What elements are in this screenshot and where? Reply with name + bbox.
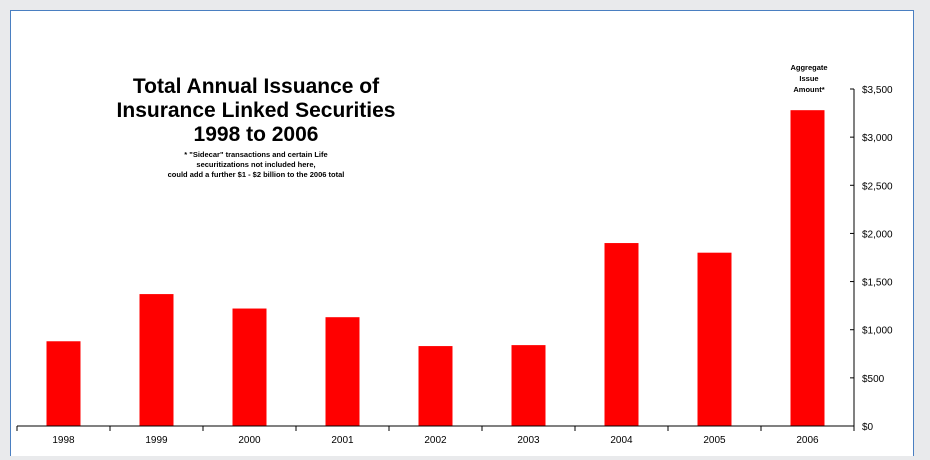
bar-2000 <box>232 308 267 426</box>
y-tick-label-500: $500 <box>862 374 885 385</box>
footnote-line-1: * "Sidecar" transactions and certain Lif… <box>184 150 327 159</box>
bar-1999 <box>139 294 174 426</box>
x-axis-tick-labels: 1998 1999 2000 2001 2002 2003 2004 2005 2006 <box>52 435 819 446</box>
chart-footnote: * "Sidecar" transactions and certain Lif… <box>168 150 345 179</box>
bar-2005 <box>697 252 732 426</box>
x-tick-label-2005: 2005 <box>703 435 726 446</box>
y-tick-label-3500: $3,500 <box>862 85 893 96</box>
y-tick-label-2000: $2,000 <box>862 229 893 240</box>
bar-2003 <box>511 345 546 426</box>
x-tick-label-2003: 2003 <box>517 435 540 446</box>
chart-svg: Total Annual Issuance of Insurance Linke… <box>16 63 893 446</box>
chart-frame: Total Annual Issuance of Insurance Linke… <box>10 10 914 456</box>
x-tick-label-2000: 2000 <box>238 435 261 446</box>
annotation-line-1: Aggregate <box>790 63 827 72</box>
chart-title-line-1: Total Annual Issuance of <box>133 75 380 98</box>
y-tick-label-0: $0 <box>862 422 874 433</box>
x-tick-label-2006: 2006 <box>796 435 819 446</box>
y-axis-tick-labels: $0 $500 $1,000 $1,500 $2,000 $2,500 $3,000 $3,5… <box>862 85 893 433</box>
x-tick-label-1998: 1998 <box>52 435 75 446</box>
bar-series <box>46 110 825 426</box>
annotation-line-3: Amount* <box>793 85 824 94</box>
chart-axes <box>16 88 855 431</box>
footnote-line-3: could add a further $1 - $2 billion to t… <box>168 170 345 179</box>
bar-1998 <box>46 341 81 426</box>
y-tick-label-3000: $3,000 <box>862 133 893 144</box>
y-tick-label-1500: $1,500 <box>862 278 893 289</box>
footnote-line-2: securitizations not included here, <box>196 160 315 169</box>
x-tick-label-1999: 1999 <box>145 435 168 446</box>
y-tick-label-1000: $1,000 <box>862 326 893 337</box>
bar-2004 <box>604 243 639 426</box>
bar-2002 <box>418 346 453 426</box>
bar-annotation: Aggregate Issue Amount* <box>790 63 827 94</box>
chart-title-line-2: Insurance Linked Securities <box>117 99 396 122</box>
bar-2001 <box>325 317 360 426</box>
chart-title-line-3: 1998 to 2006 <box>194 123 319 146</box>
annotation-line-2: Issue <box>799 74 818 83</box>
x-tick-label-2001: 2001 <box>331 435 354 446</box>
bar-2006 <box>790 110 825 426</box>
chart-title: Total Annual Issuance of Insurance Linke… <box>117 75 396 146</box>
x-tick-label-2004: 2004 <box>610 435 633 446</box>
x-tick-label-2002: 2002 <box>424 435 447 446</box>
y-tick-label-2500: $2,500 <box>862 181 893 192</box>
